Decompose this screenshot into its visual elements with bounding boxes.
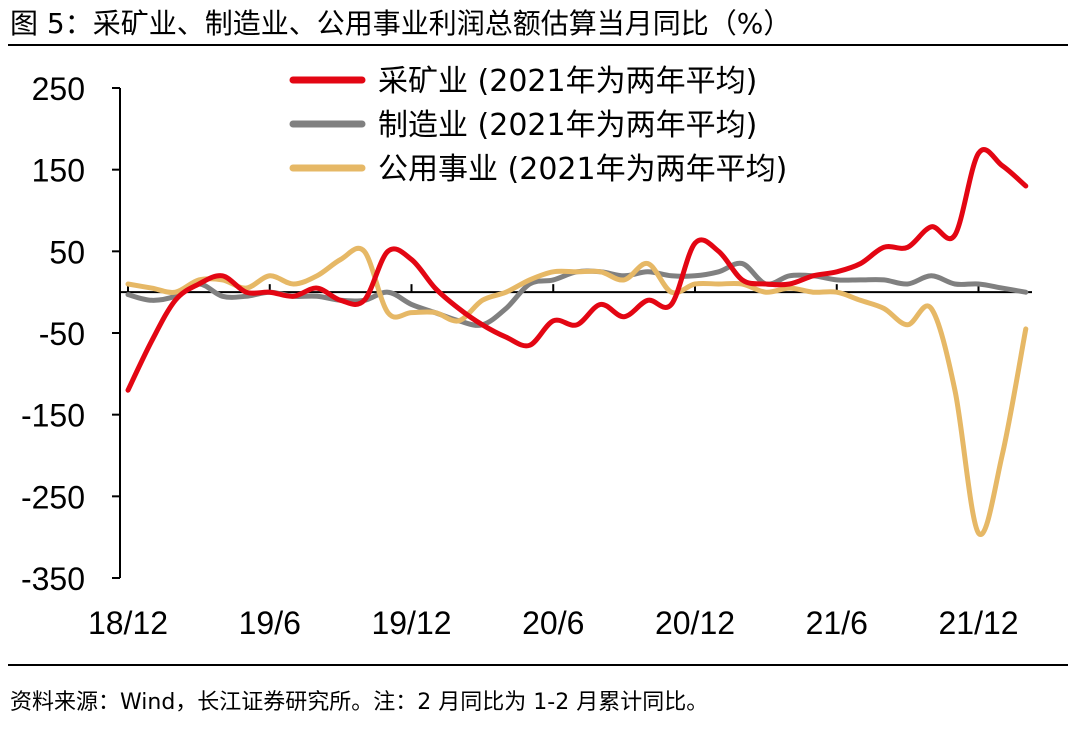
x-tick-label: 18/12 — [88, 605, 168, 641]
line-chart: 250 150 50 -50 -150 -250 -350 18/12 19/6 19/12 20… — [21, 64, 1032, 641]
x-tick-label: 20/12 — [655, 605, 735, 641]
title-rule — [8, 44, 1068, 46]
y-tick-label: 250 — [32, 71, 85, 107]
x-tick-label: 21/6 — [806, 605, 868, 641]
series-lines — [125, 147, 1029, 538]
x-tick-label: 19/6 — [239, 605, 301, 641]
y-tick-label: -250 — [21, 479, 85, 515]
y-tick-label: -50 — [39, 316, 85, 352]
x-tick-label: 19/12 — [371, 605, 451, 641]
x-tick-label: 21/12 — [938, 605, 1018, 641]
x-axis-ticks: 18/12 19/6 19/12 20/6 20/12 21/6 21/12 — [88, 284, 1019, 641]
source-rule — [8, 664, 1068, 666]
legend-entry-mining-label: 采矿业 (2021年为两年平均) — [378, 64, 757, 99]
y-tick-label: 150 — [32, 153, 85, 189]
y-tick-label: -350 — [21, 561, 85, 597]
y-axis-ticks: 250 150 50 -50 -150 -250 -350 — [21, 71, 120, 597]
y-tick-label: 50 — [49, 234, 85, 270]
y-tick-label: -150 — [21, 398, 85, 434]
series-line-utilities — [125, 245, 1029, 538]
legend-entry-utilities-label: 公用事业 (2021年为两年平均) — [378, 152, 787, 187]
x-tick-label: 20/6 — [522, 605, 584, 641]
legend-entry-manufacturing-label: 制造业 (2021年为两年平均) — [378, 108, 757, 143]
series-line-mining — [125, 147, 1029, 393]
figure-title: 图 5：采矿业、制造业、公用事业利润总额估算当月同比（%） — [10, 7, 792, 40]
chart-legend: 采矿业 (2021年为两年平均) 制造业 (2021年为两年平均) 公用事业 (20… — [289, 64, 787, 187]
source-note: 资料来源：Wind，长江证券研究所。注：2 月同比为 1-2 月累计同比。 — [10, 690, 709, 715]
